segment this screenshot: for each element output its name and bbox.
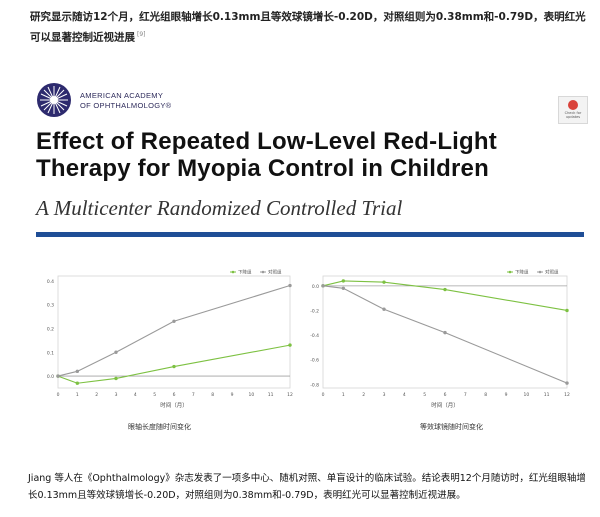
data-point xyxy=(443,330,447,335)
data-point xyxy=(172,364,176,369)
y-tick-label: -0.6 xyxy=(310,358,319,364)
plot-frame xyxy=(57,275,291,389)
x-tick-label: 12 xyxy=(564,392,570,398)
x-tick-label: 1 xyxy=(76,392,79,398)
data-point xyxy=(288,283,292,288)
x-tick-label: 3 xyxy=(115,392,118,398)
data-point xyxy=(321,284,325,288)
legend-label: 下降组 xyxy=(238,269,252,276)
badge-label: Check for updates xyxy=(564,111,582,119)
series-line xyxy=(57,285,291,377)
intro-paragraph: 研究显示随访12个月，红光组眼轴增长0.13mm且等效球镜增长-0.20D，对照… xyxy=(30,8,590,47)
axial-length-chart: 0.00.10.20.30.40 1 2 3 4 5 6 7 8 9 10 11 12时间（月）下降组对… xyxy=(47,269,293,410)
data-point xyxy=(341,286,346,291)
paper-figure xyxy=(28,72,590,464)
legend-label: 对照组 xyxy=(268,269,282,276)
series-line xyxy=(322,285,568,384)
legend-label: 下降组 xyxy=(515,269,529,276)
x-tick-label: 7 xyxy=(192,392,195,398)
data-point xyxy=(75,369,80,374)
x-tick-label: 11 xyxy=(544,392,550,398)
data-point xyxy=(114,376,118,381)
data-point xyxy=(565,308,569,313)
spherical-equivalent-chart: 0.0-0.2-0.4-0.6-0.80 1 2 3 4 5 6 7 8 9 10 11 12时间（月）… xyxy=(310,269,570,410)
series-line xyxy=(322,280,568,312)
x-tick-label: 2 xyxy=(362,392,365,398)
x-tick-label: 6 xyxy=(444,392,447,398)
data-point xyxy=(172,319,176,323)
x-tick-label: 7 xyxy=(464,392,467,398)
data-point xyxy=(443,287,447,292)
y-tick-label: 0.2 xyxy=(47,326,54,332)
axial-length-caption: 眼轴长度随时间变化 xyxy=(128,423,191,431)
data-point xyxy=(382,280,386,284)
data-point xyxy=(565,381,569,385)
org-line-2: OF OPHTHALMOLOGY® xyxy=(80,101,172,110)
x-tick-label: 0 xyxy=(322,392,325,398)
intro-reference[interactable]: [9] xyxy=(137,31,146,38)
intro-text: 研究显示随访12个月，红光组眼轴增长0.13mm且等效球镜增长-0.20D，对照… xyxy=(30,11,586,44)
organization-name: AMERICAN ACADEMY OF OPHTHALMOLOGY® xyxy=(80,91,171,111)
summary-paragraph: Jiang 等人在《Ophthalmology》杂志发表了一项多中心、随机对照、… xyxy=(28,473,586,501)
x-tick-label: 1 xyxy=(342,392,345,398)
x-axis-label: 时间（月） xyxy=(431,401,459,409)
data-point xyxy=(56,374,60,378)
legend-marker xyxy=(538,270,542,274)
x-tick-label: 9 xyxy=(505,392,508,398)
y-tick-label: -0.2 xyxy=(310,308,319,314)
y-tick-label: 0.0 xyxy=(312,284,319,290)
y-tick-label: 0.0 xyxy=(47,374,54,380)
y-tick-label: 0.1 xyxy=(47,350,54,356)
plot-frame xyxy=(322,275,568,389)
data-point xyxy=(288,343,292,347)
x-tick-label: 4 xyxy=(134,392,137,398)
title-rule xyxy=(36,232,584,237)
x-tick-label: 5 xyxy=(423,392,426,398)
y-tick-label: 0.4 xyxy=(47,279,54,285)
x-tick-label: 8 xyxy=(484,392,487,398)
x-tick-label: 8 xyxy=(211,392,214,398)
x-tick-label: 11 xyxy=(268,392,274,398)
legend-marker xyxy=(508,270,512,274)
aao-logo-icon xyxy=(37,83,71,117)
updates-icon xyxy=(568,100,578,110)
paper-title: Effect of Repeated Low-Level Red-Light T… xyxy=(36,128,497,182)
x-tick-label: 9 xyxy=(231,392,234,398)
x-axis-label: 时间（月） xyxy=(160,401,188,409)
x-tick-label: 5 xyxy=(153,392,156,398)
y-tick-label: -0.8 xyxy=(310,382,319,388)
legend-marker xyxy=(261,270,265,274)
y-tick-label: -0.4 xyxy=(310,333,319,339)
x-tick-label: 4 xyxy=(403,392,406,398)
x-tick-label: 10 xyxy=(523,392,529,398)
x-tick-label: 0 xyxy=(57,392,60,398)
x-tick-label: 12 xyxy=(287,392,293,398)
legend-label: 对照组 xyxy=(545,269,559,276)
y-tick-label: 0.3 xyxy=(47,303,54,309)
x-tick-label: 6 xyxy=(173,392,176,398)
paper-subtitle: A Multicenter Randomized Controlled Tria… xyxy=(36,196,403,220)
x-tick-label: 2 xyxy=(95,392,98,398)
data-point xyxy=(382,307,386,311)
check-for-updates-badge[interactable]: Check for updates xyxy=(558,96,588,124)
data-point xyxy=(114,350,118,354)
org-line-1: AMERICAN ACADEMY xyxy=(80,91,164,100)
x-tick-label: 10 xyxy=(248,392,254,398)
legend-marker xyxy=(231,270,235,274)
data-point xyxy=(341,279,346,283)
data-point xyxy=(75,381,80,385)
x-tick-label: 3 xyxy=(383,392,386,398)
spherical-equivalent-caption: 等效球镜随时间变化 xyxy=(420,423,483,431)
